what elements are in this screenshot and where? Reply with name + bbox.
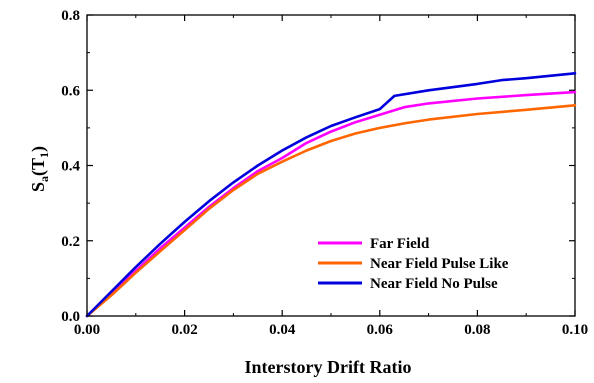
legend-label-far-field: Far Field — [370, 236, 430, 252]
legend-label-near-field-no-pulse: Near Field No Pulse — [370, 276, 498, 292]
series-line-near-field-pulse-like — [85, 104, 577, 318]
series-line-far-field — [85, 90, 577, 318]
legend: Far Field Near Field Pulse Like Near Field… — [318, 236, 509, 292]
series-line-near-field-no-pulse — [85, 72, 577, 318]
x-tick-label: 0.06 — [367, 322, 394, 338]
y-tick-label: 0.2 — [61, 234, 80, 250]
x-tick-label: 0.08 — [464, 322, 490, 338]
y-tick-label: 0.8 — [61, 8, 80, 24]
x-tick-label: 0.00 — [74, 322, 100, 338]
y-tick-label: 0.6 — [61, 83, 80, 99]
ticks-layer: 0.00 0.02 0.04 0.06 0.08 0.10 0.0 0.2 0.4 0.6 0.8 — [61, 8, 588, 338]
y-axis-title-paren-open: (T — [28, 158, 49, 176]
y-axis-title-main: S — [28, 182, 48, 192]
x-tick-label: 0.04 — [269, 322, 296, 338]
x-tick-label: 0.02 — [171, 322, 197, 338]
x-tick-label: 0.10 — [562, 322, 588, 338]
y-axis-title-sub-1: 1 — [37, 152, 51, 158]
legend-label-near-field-pulse-like: Near Field Pulse Like — [370, 256, 509, 272]
series-layer — [85, 72, 577, 318]
x-axis-title: Interstory Drift Ratio — [245, 357, 412, 377]
y-tick-label: 0.4 — [61, 159, 80, 175]
y-axis-title: Sa(T1) — [28, 146, 51, 192]
y-axis-title-paren-close: ) — [28, 146, 49, 152]
y-tick-label: 0.0 — [61, 309, 80, 325]
y-axis-title-sub-a: a — [37, 176, 51, 182]
